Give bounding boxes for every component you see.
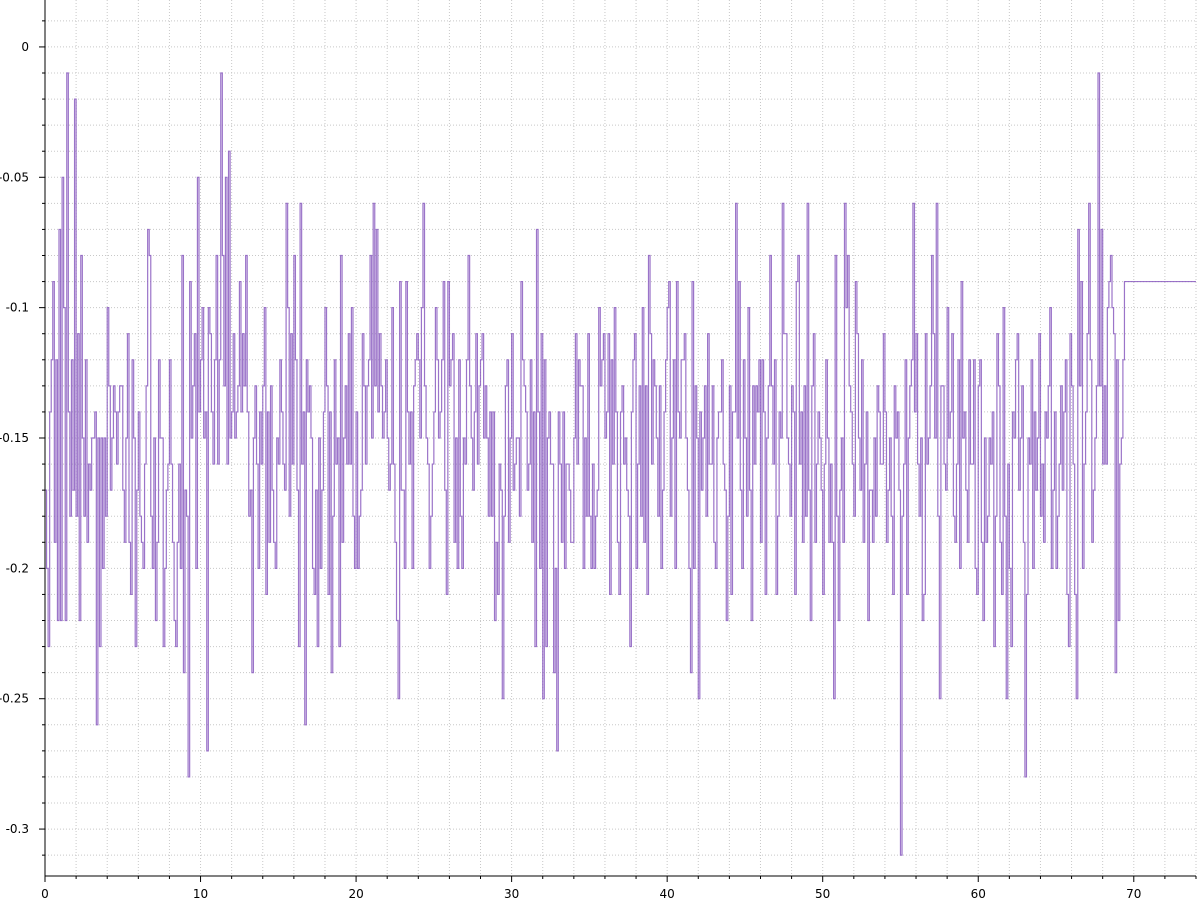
x-tick-label: 70 — [1126, 887, 1141, 900]
x-tick-label: 30 — [504, 887, 519, 900]
y-tick-label: -0.25 — [0, 692, 29, 706]
y-tick-label: -0.15 — [0, 431, 29, 445]
x-tick-label: 10 — [193, 887, 208, 900]
x-tick-label: 60 — [971, 887, 986, 900]
y-tick-label: -0.2 — [6, 561, 29, 575]
x-tick-label: 0 — [41, 887, 49, 900]
x-tick-label: 50 — [815, 887, 830, 900]
x-tick-label: 40 — [660, 887, 675, 900]
y-tick-labels: 0 -0.05 -0.1 -0.15 -0.2 -0.25 -0.3 — [0, 40, 29, 836]
y-tick-label: -0.3 — [6, 822, 29, 836]
y-tick-label: -0.1 — [6, 301, 29, 315]
y-tick-label: 0 — [21, 40, 29, 54]
ticks — [39, 20, 1197, 882]
y-tick-label: -0.05 — [0, 170, 29, 184]
x-tick-label: 20 — [348, 887, 363, 900]
series-line — [45, 72, 1196, 856]
x-tick-labels: 0 10 20 30 40 50 60 70 — [41, 887, 1141, 900]
